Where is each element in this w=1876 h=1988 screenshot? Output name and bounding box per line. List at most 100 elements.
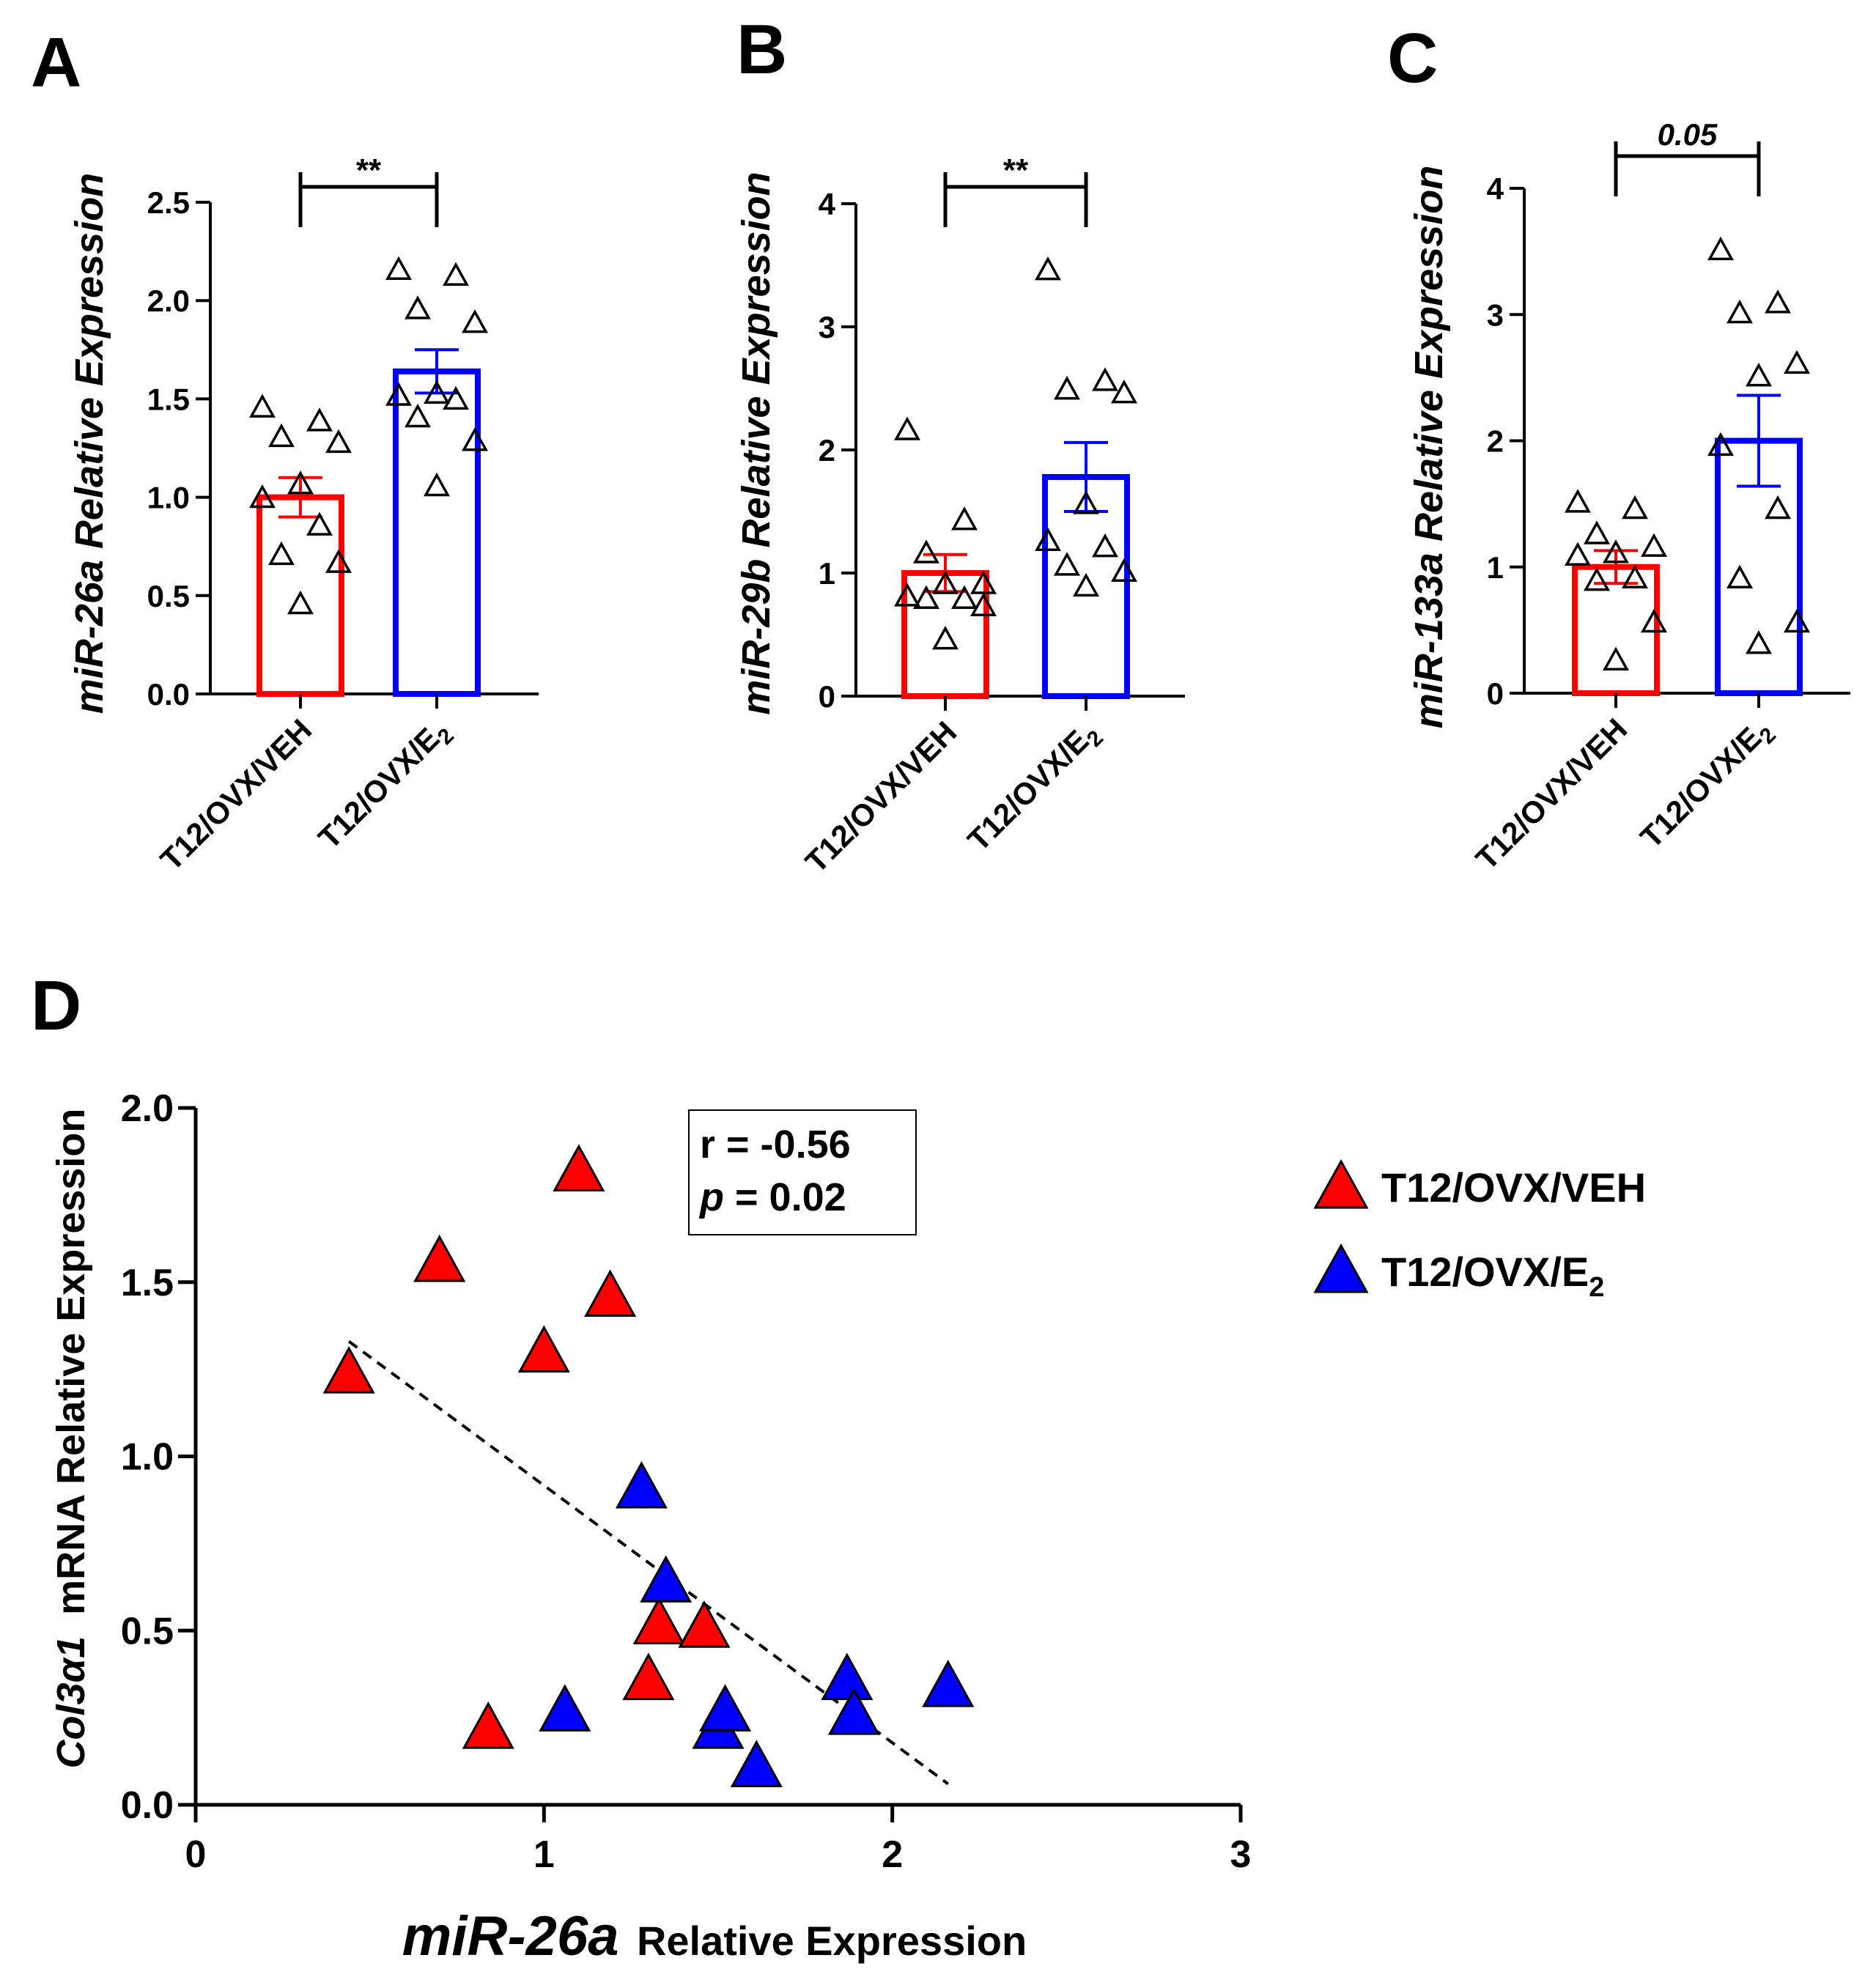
panel-a-data-point xyxy=(268,423,295,448)
legend-label-veh: T12/OVX/VEH xyxy=(1381,1164,1646,1211)
panel-c-y-tick-label: 2 xyxy=(1487,424,1504,459)
panel-c-data-point xyxy=(1707,236,1734,261)
panel-c-data-point xyxy=(1565,489,1591,513)
legend-label-veh-base: T12/OVX/VEH xyxy=(1381,1164,1646,1211)
panel-a-data-point xyxy=(462,427,488,451)
panel-a-y-tick-label: 0.5 xyxy=(147,579,190,613)
panel-d-x-axis-label-italic: miR-26a xyxy=(402,1905,619,1967)
panel-c-data-point xyxy=(1603,646,1629,670)
panel-a-y-tick-label: 2.0 xyxy=(147,284,190,318)
panel-d-x-tick-label: 1 xyxy=(533,1833,555,1876)
panel-d-x-tick-label: 0 xyxy=(185,1833,207,1876)
legend-marker-veh xyxy=(1313,1159,1369,1209)
panel-d-y-tick-label: 1.5 xyxy=(121,1262,174,1304)
panel-b-data-point xyxy=(1092,533,1118,558)
panel-d-point-e2 xyxy=(640,1555,693,1603)
panel-a-y-tick-label: 2.5 xyxy=(147,185,190,220)
panel-c-y-tick-label: 1 xyxy=(1487,550,1504,585)
legend-label-e2-sub: 2 xyxy=(1589,1272,1604,1303)
legend-marker-e2 xyxy=(1313,1243,1369,1293)
panel-a-significance-label: ** xyxy=(356,152,382,188)
panel-d-point-e2 xyxy=(615,1460,668,1509)
panel-d-point-e2 xyxy=(730,1740,783,1787)
panel-c-y-tick-label: 3 xyxy=(1487,298,1504,332)
panel-c-data-point xyxy=(1584,567,1610,591)
panel-b-y-tick-label: 2 xyxy=(819,433,835,468)
legend: T12/OVX/VEH T12/OVX/E2 xyxy=(1313,1159,1646,1303)
panel-d-point-veh xyxy=(553,1144,605,1191)
panel-b-data-point xyxy=(1073,490,1099,514)
panel-d-point-veh xyxy=(584,1269,637,1318)
panel-a-data-point xyxy=(424,472,450,497)
panel-b-data-point xyxy=(970,592,997,617)
panel-b-data-point xyxy=(1054,376,1080,400)
panel-c-data-point xyxy=(1641,533,1667,557)
panel-c-data-point xyxy=(1584,520,1610,544)
panel-b-y-tick-label: 1 xyxy=(819,556,835,591)
panel-b-data-point xyxy=(932,570,959,594)
panel-c-data-point xyxy=(1784,350,1810,374)
panel-b-data-point xyxy=(913,585,939,609)
panel-c-data-point xyxy=(1784,608,1810,633)
panel-d-point-veh xyxy=(632,1597,685,1644)
panel-d-point-veh xyxy=(622,1652,675,1701)
panel-c-data-point xyxy=(1746,630,1772,654)
panel-d-y-tick-label: 1.0 xyxy=(121,1436,174,1479)
panel-d-point-veh xyxy=(678,1600,731,1648)
panel-b-y-tick-label: 0 xyxy=(819,679,835,714)
panel-b-data-point xyxy=(1035,527,1061,552)
panel-c-data-point xyxy=(1603,539,1629,563)
legend-label-e2-base: T12/OVX/E xyxy=(1381,1249,1589,1295)
panel-a-data-point xyxy=(249,484,276,509)
panel-b-data-point xyxy=(1054,552,1080,576)
panel-d-y-tick-label: 0.0 xyxy=(121,1784,174,1827)
panel-a-data-point xyxy=(385,382,412,406)
panel-a-data-point xyxy=(287,590,314,615)
panel-b-y-axis-label: miR-29b Relative Expression xyxy=(734,171,778,714)
panel-a-data-point xyxy=(287,470,314,495)
panel-b-data-point xyxy=(894,583,920,607)
panel-a-data-point xyxy=(268,541,295,566)
panel-d-y-axis-label-italic: Col3α1 xyxy=(49,1636,93,1769)
panel-c-y-axis-label: miR-133a Relative Expression xyxy=(1407,166,1451,728)
panel-a-data-point xyxy=(405,295,431,319)
panel-d-point-e2 xyxy=(539,1684,591,1732)
panel-a-y-axis-label: miR-26a Relative Expression xyxy=(67,173,111,714)
panel-d-point-e2 xyxy=(827,1688,880,1735)
panel-c-data-point xyxy=(1707,432,1734,457)
panel-d-x-tick-label: 3 xyxy=(1230,1833,1252,1876)
panel-d-point-veh xyxy=(413,1234,466,1282)
panel-d-y-axis-label: Col3α1 mRNA Relative Expression xyxy=(49,1109,93,1769)
panel-d-x-tick-label: 2 xyxy=(882,1833,903,1876)
panel-a-data-point xyxy=(424,380,450,404)
panel-a-y-tick-label: 1.0 xyxy=(147,481,190,515)
panel-b-data-point xyxy=(1111,558,1137,583)
panel-d-y-axis-label-rest: mRNA Relative Expression xyxy=(49,1109,93,1615)
stats-p-symbol: p xyxy=(698,1175,724,1219)
panel-b-data-point xyxy=(932,626,959,650)
panel-a-data-point xyxy=(405,403,431,428)
panel-c-y-tick-label: 0 xyxy=(1487,676,1504,711)
panel-c-data-point xyxy=(1727,564,1753,588)
panel-b-data-point xyxy=(951,506,978,531)
panel-d-point-veh xyxy=(462,1701,514,1749)
panel-label-b: B xyxy=(736,10,787,89)
panel-label-c: C xyxy=(1387,19,1438,97)
panel-c-data-point xyxy=(1622,495,1648,520)
panel-b-data-point xyxy=(951,585,978,609)
panel-d-point-e2 xyxy=(821,1652,874,1701)
panel-b-data-point xyxy=(913,539,939,563)
panel-c-significance-label: 0.05 xyxy=(1658,117,1718,152)
panel-d-x-axis-label: miR-26a Relative Expression xyxy=(402,1905,1027,1967)
panel-d-y-tick-label: 2.0 xyxy=(121,1087,174,1130)
panel-c-y-tick-label: 4 xyxy=(1487,171,1504,206)
panel-c-data-point xyxy=(1765,495,1791,520)
panel-a-y-tick-label: 0.0 xyxy=(147,677,190,712)
panel-label-d: D xyxy=(31,967,81,1045)
stats-r-value: r = -0.56 xyxy=(700,1123,851,1167)
legend-label-e2: T12/OVX/E2 xyxy=(1381,1249,1604,1303)
panel-a-data-point xyxy=(249,393,276,418)
panel-a-data-point xyxy=(443,385,469,410)
